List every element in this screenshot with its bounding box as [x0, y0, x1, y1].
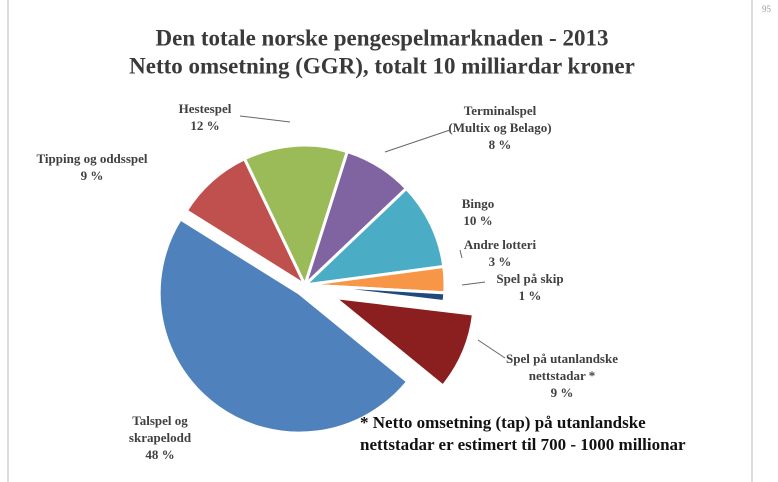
slice-label: Tipping og oddsspel	[36, 151, 147, 166]
slice-value-label: 48 %	[145, 447, 174, 462]
chart-title: Den totale norske pengespelmarknaden - 2…	[156, 25, 609, 50]
leader-line	[459, 249, 463, 259]
slice-value-label: 10 %	[463, 213, 492, 228]
slice-label: Spel på skip	[496, 271, 563, 286]
leader-line	[461, 281, 486, 286]
slice-value-label: 9 %	[551, 385, 574, 400]
pie-slice	[184, 156, 309, 290]
slice-value-label: 8 %	[489, 137, 512, 152]
slice-label: Hestespel	[179, 101, 232, 116]
pie-slice	[304, 283, 447, 304]
pie-slice	[300, 186, 446, 288]
slice-value-label: 3 %	[489, 254, 512, 269]
slice-value-label: 9 %	[81, 168, 104, 183]
slice-label: Andre lotteri	[464, 237, 537, 252]
page-number: 95	[762, 4, 772, 14]
annotation: * Netto omsetning (tap) på utanlandske ne…	[360, 413, 686, 454]
pie-slice	[157, 216, 410, 435]
pie-slice	[329, 295, 476, 389]
slice-value-label: 1 %	[519, 288, 542, 303]
chart-subtitle: Netto omsetning (GGR), totalt 10 milliar…	[129, 53, 635, 78]
slice-label: Terminalspel (Multix og Belago)	[448, 103, 551, 135]
pie-slice	[242, 143, 350, 290]
leader-line	[477, 339, 506, 359]
leader-line	[239, 115, 291, 123]
slice-label: Talspel og skrapelodd	[129, 413, 192, 445]
slice-label: Bingo	[462, 196, 495, 211]
leader-line	[384, 129, 451, 153]
slice-label: Spel på utanlandske nettstadar *	[506, 351, 618, 383]
slice-value-label: 12 %	[190, 118, 219, 133]
